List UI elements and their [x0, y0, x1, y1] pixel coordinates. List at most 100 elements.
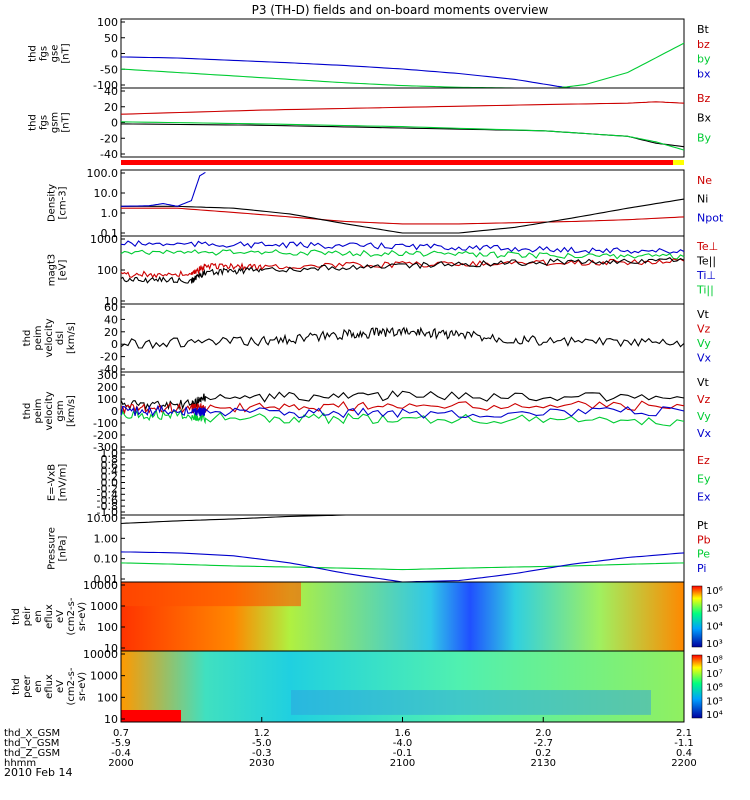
y-tick-label: 100: [97, 393, 118, 406]
x-axis-value: 2030: [249, 758, 274, 769]
x-axis-value: -4.0: [393, 738, 413, 749]
y-axis-label: gse: [50, 45, 61, 63]
x-axis-value: 2.0: [535, 728, 551, 739]
legend-Bx: Bx: [697, 112, 712, 125]
series-Ti⊥: [120, 240, 685, 254]
series-bx: [121, 56, 572, 89]
spectrogram-low-band: [121, 710, 181, 722]
y-tick-label: -200: [93, 429, 118, 442]
colorbar-tick: 10⁷: [706, 669, 723, 680]
y-axis-label: thd: [28, 45, 39, 62]
legend-Bt: Bt: [697, 23, 710, 36]
y-axis-label: peim: [33, 398, 44, 423]
y-tick-label: -50: [100, 63, 118, 76]
legend-Te⊥: Te⊥: [696, 240, 718, 253]
panel-frame: [120, 18, 685, 89]
panel-efield: 1.00.80.60.40.20.0-0.2-0.4-0.6-0.8-1.0 E=…: [47, 447, 711, 519]
y-axis-label: en: [33, 680, 44, 693]
panel-frame: [120, 514, 685, 583]
y-tick-label: 100: [97, 264, 118, 277]
legend-Vx: Vx: [697, 352, 712, 365]
y-axis-label: Density: [47, 184, 58, 222]
y-tick-label: -0.6: [97, 494, 118, 507]
y-tick-label: 10.00: [87, 512, 119, 525]
spectrogram-low-band: [291, 690, 651, 715]
y-tick-label: 0.8: [101, 453, 119, 466]
series-Ni: [121, 198, 685, 234]
x-axis-value: 2.1: [676, 728, 692, 739]
y-tick-label: 0.10: [94, 553, 119, 566]
y-axis-label: (cm2-s-: [66, 597, 77, 635]
legend-Ex: Ex: [697, 491, 711, 504]
y-axis-label: gsm: [50, 112, 61, 133]
date-label: 2010 Feb 14: [4, 766, 72, 779]
y-tick-label: 1.00: [94, 532, 119, 545]
series-Bz: [120, 101, 685, 115]
y-tick-label: 0: [111, 48, 118, 61]
legend-Vx: Vx: [697, 427, 712, 440]
series-Pi: [120, 551, 685, 583]
x-axis-value: 0.4: [676, 748, 692, 759]
series-Npot: [121, 171, 206, 207]
y-tick-label: 0: [111, 405, 118, 418]
x-axis-row-label: thd_Z_GSM: [4, 748, 60, 759]
series-Pt: [120, 514, 347, 525]
colorbar-tick: 10⁴: [706, 710, 723, 721]
y-tick-label: -40: [100, 148, 118, 161]
y-axis-label: fgs: [39, 46, 50, 61]
y-axis-label: Pressure: [47, 527, 58, 570]
legend-Ez: Ez: [697, 454, 710, 467]
legend-by: by: [697, 53, 711, 66]
legend-Vt: Vt: [697, 308, 710, 321]
status-bar: [121, 160, 684, 165]
y-axis-label: gsm: [55, 400, 66, 421]
y-tick-label: 0: [111, 117, 118, 130]
series-Vt: [120, 326, 685, 350]
x-axis-value: 2000: [108, 758, 133, 769]
y-tick-label: 10: [104, 642, 118, 655]
y-tick-label: 100: [97, 16, 118, 29]
legend-Ne: Ne: [697, 174, 712, 187]
x-axis-value: 2100: [390, 758, 415, 769]
y-axis-label: [mV/m]: [58, 464, 69, 502]
y-axis-label: peim: [33, 325, 44, 350]
panel-frame: [120, 449, 685, 516]
panel-temperature: 1000 100 10 magt3 [eV] Te⊥ Te||Ti⊥ Ti||: [47, 233, 719, 308]
y-tick-label: 100: [97, 691, 118, 704]
y-axis-label: (cm2-s-: [66, 667, 77, 705]
colorbar-tick: 10⁵: [706, 696, 723, 707]
series-By: [120, 121, 685, 151]
status-bar-yellow: [673, 160, 684, 165]
series-Ne: [121, 207, 685, 225]
y-tick-label: 10: [104, 295, 118, 308]
y-tick-label: 1.0: [101, 207, 119, 220]
legend-Ey: Ey: [697, 472, 711, 485]
y-tick-label: 1000: [90, 600, 118, 613]
colorbar-tick: 10⁸: [706, 655, 723, 666]
y-tick-label: 10: [104, 713, 118, 726]
y-tick-label: 0.01: [94, 573, 119, 586]
legend-Ti||: Ti||: [696, 284, 714, 297]
x-axis-row-label: thd_Y_GSM: [4, 738, 59, 749]
legend-Ni: Ni: [697, 193, 708, 206]
series-Ti||: [120, 249, 685, 260]
y-tick-label: 10000: [83, 648, 118, 661]
legend-bz: bz: [697, 38, 710, 51]
y-tick-label: 1000: [90, 670, 118, 683]
x-axis-value: 2130: [531, 758, 556, 769]
series-Vy: [120, 408, 685, 427]
y-axis-label: thd: [28, 114, 39, 131]
legend-Pt: Pt: [697, 519, 709, 532]
figure-title: P3 (TH-D) fields and on-board moments ov…: [252, 3, 549, 17]
y-tick-label: 0.6: [101, 459, 119, 472]
panel-ion-spec: 10⁶ 10⁵ 10⁴ 10³ 10000 1000 100 10 thd peir en eflux…: [11, 579, 723, 655]
y-tick-label: 0: [111, 338, 118, 351]
y-tick-label: 20: [104, 326, 118, 339]
status-bar-red: [121, 160, 673, 165]
x-axis-value: -2.7: [533, 738, 553, 749]
x-axis-value: -0.4: [111, 748, 131, 759]
y-axis-label: eV: [55, 610, 66, 623]
